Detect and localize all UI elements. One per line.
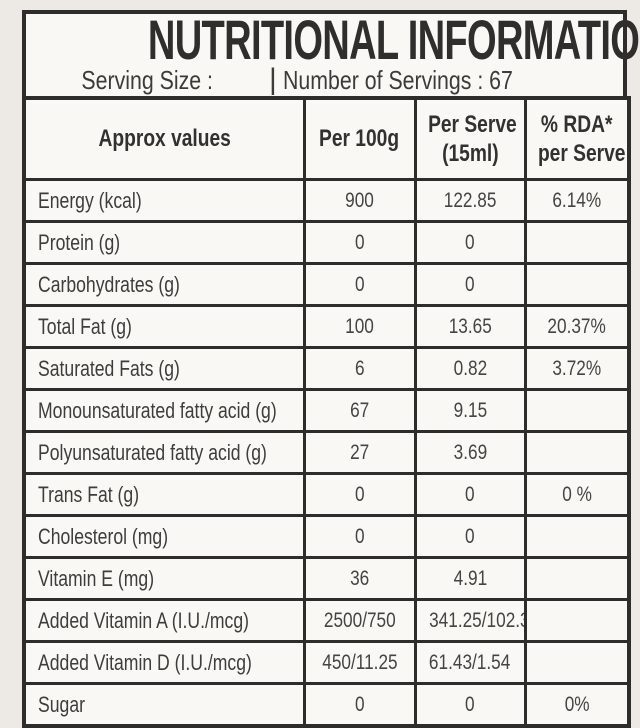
value-per-100g: 0 — [302, 262, 417, 307]
value-per-100g: 6 — [302, 346, 417, 391]
table-row-added-vitamin-a: Added Vitamin A (I.U./mcg) 2500/750 341.… — [22, 598, 631, 643]
row-label: Total Fat (g) — [22, 304, 306, 349]
table-row-carbohydrates: Carbohydrates (g) 0 0 — [22, 262, 631, 307]
serving-line: Serving Size : | Number of Servings : 67 — [26, 64, 623, 96]
nutrition-label: NUTRITIONAL INFORMATION Serving Size : |… — [22, 10, 640, 728]
serving-divider: | — [269, 63, 277, 96]
value-rda — [523, 262, 631, 307]
row-label: Polyunsaturated fatty acid (g) — [22, 430, 306, 475]
value-rda — [523, 556, 631, 601]
value-per-100g: 100 — [302, 304, 417, 349]
row-label: Cholesterol (mg) — [22, 514, 306, 559]
value-per-100g: 0 — [302, 220, 417, 265]
value-per-serve: 3.69 — [413, 430, 527, 475]
row-label: Carbohydrates (g) — [22, 262, 306, 307]
table-row-added-vitamin-d: Added Vitamin D (I.U./mcg) 450/11.25 61.… — [22, 640, 631, 685]
value-rda — [523, 430, 631, 475]
value-per-serve: 0 — [413, 514, 527, 559]
value-rda: 6.14% — [523, 178, 631, 223]
value-per-serve: 13.65 — [413, 304, 527, 349]
table-row-protein: Protein (g) 0 0 — [22, 220, 631, 265]
value-per-serve: 0 — [413, 682, 527, 728]
value-per-100g: 27 — [302, 430, 417, 475]
table-row-sugar: Sugar 0 0 0% — [22, 682, 631, 728]
col-header-approx-values: Approx values — [22, 96, 306, 181]
row-label: Saturated Fats (g) — [22, 346, 306, 391]
value-rda: 3.72% — [523, 346, 631, 391]
label-panel: NUTRITIONAL INFORMATION Serving Size : |… — [22, 10, 640, 728]
value-rda: 0 % — [523, 472, 631, 517]
value-per-serve: 0.82 — [413, 346, 527, 391]
value-rda — [523, 220, 631, 265]
row-label: Added Vitamin A (I.U./mcg) — [22, 598, 306, 643]
value-per-100g: 36 — [302, 556, 417, 601]
number-of-servings: Number of Servings : 67 — [273, 65, 623, 96]
col-header-rda: % RDA* per Serve — [523, 96, 631, 181]
value-per-serve: 0 — [413, 472, 527, 517]
serving-size: Serving Size : — [26, 65, 269, 96]
row-label: Trans Fat (g) — [22, 472, 306, 517]
row-label: Sugar — [22, 682, 306, 728]
row-label: Vitamin E (mg) — [22, 556, 306, 601]
value-per-100g: 0 — [302, 472, 417, 517]
col-header-per-100g: Per 100g — [302, 96, 417, 181]
table-row-monounsaturated: Monounsaturated fatty acid (g) 67 9.15 — [22, 388, 631, 433]
value-rda: 20.37% — [523, 304, 631, 349]
row-label: Added Vitamin D (I.U./mcg) — [22, 640, 306, 685]
value-per-100g: 67 — [302, 388, 417, 433]
value-rda — [523, 388, 631, 433]
value-per-serve: 9.15 — [413, 388, 527, 433]
col-header-per-serve: Per Serve (15ml) — [413, 96, 527, 181]
table-row-polyunsaturated: Polyunsaturated fatty acid (g) 27 3.69 — [22, 430, 631, 475]
value-per-serve: 0 — [413, 262, 527, 307]
table-row-vitamin-e: Vitamin E (mg) 36 4.91 — [22, 556, 631, 601]
table-row-energy: Energy (kcal) 900 122.85 6.14% — [22, 178, 631, 223]
value-per-100g: 0 — [302, 514, 417, 559]
value-per-serve: 122.85 — [413, 178, 527, 223]
nutrition-table: Approx values Per 100g Per Serve (15ml) … — [22, 96, 631, 728]
table-row-saturated-fats: Saturated Fats (g) 6 0.82 3.72% — [22, 346, 631, 391]
title-box: NUTRITIONAL INFORMATION Serving Size : |… — [22, 10, 640, 100]
table-row-trans-fat: Trans Fat (g) 0 0 0 % — [22, 472, 631, 517]
row-label: Monounsaturated fatty acid (g) — [22, 388, 306, 433]
value-per-100g: 0 — [302, 682, 417, 728]
serving-size-label: Serving Size : — [81, 64, 214, 95]
table-row-cholesterol: Cholesterol (mg) 0 0 — [22, 514, 631, 559]
value-per-serve: 4.91 — [413, 556, 527, 601]
value-per-100g: 900 — [302, 178, 417, 223]
value-rda: 0% — [523, 682, 631, 728]
header-row: Approx values Per 100g Per Serve (15ml) … — [22, 96, 631, 181]
row-label: Protein (g) — [22, 220, 306, 265]
value-per-100g: 2500/750 — [302, 598, 417, 643]
table-row-total-fat: Total Fat (g) 100 13.65 20.37% — [22, 304, 631, 349]
value-per-100g: 450/11.25 — [302, 640, 417, 685]
page-title: NUTRITIONAL INFORMATION — [147, 8, 640, 71]
value-per-serve: 0 — [413, 220, 527, 265]
value-per-serve: 341.25/102.38 — [413, 598, 527, 643]
row-label: Energy (kcal) — [22, 178, 306, 223]
value-rda — [523, 514, 631, 559]
value-per-serve: 61.43/1.54 — [413, 640, 527, 685]
value-rda — [523, 640, 631, 685]
value-rda — [523, 598, 631, 643]
number-of-servings-label: Number of Servings : 67 — [283, 64, 513, 95]
title-line: NUTRITIONAL INFORMATION — [26, 12, 640, 68]
